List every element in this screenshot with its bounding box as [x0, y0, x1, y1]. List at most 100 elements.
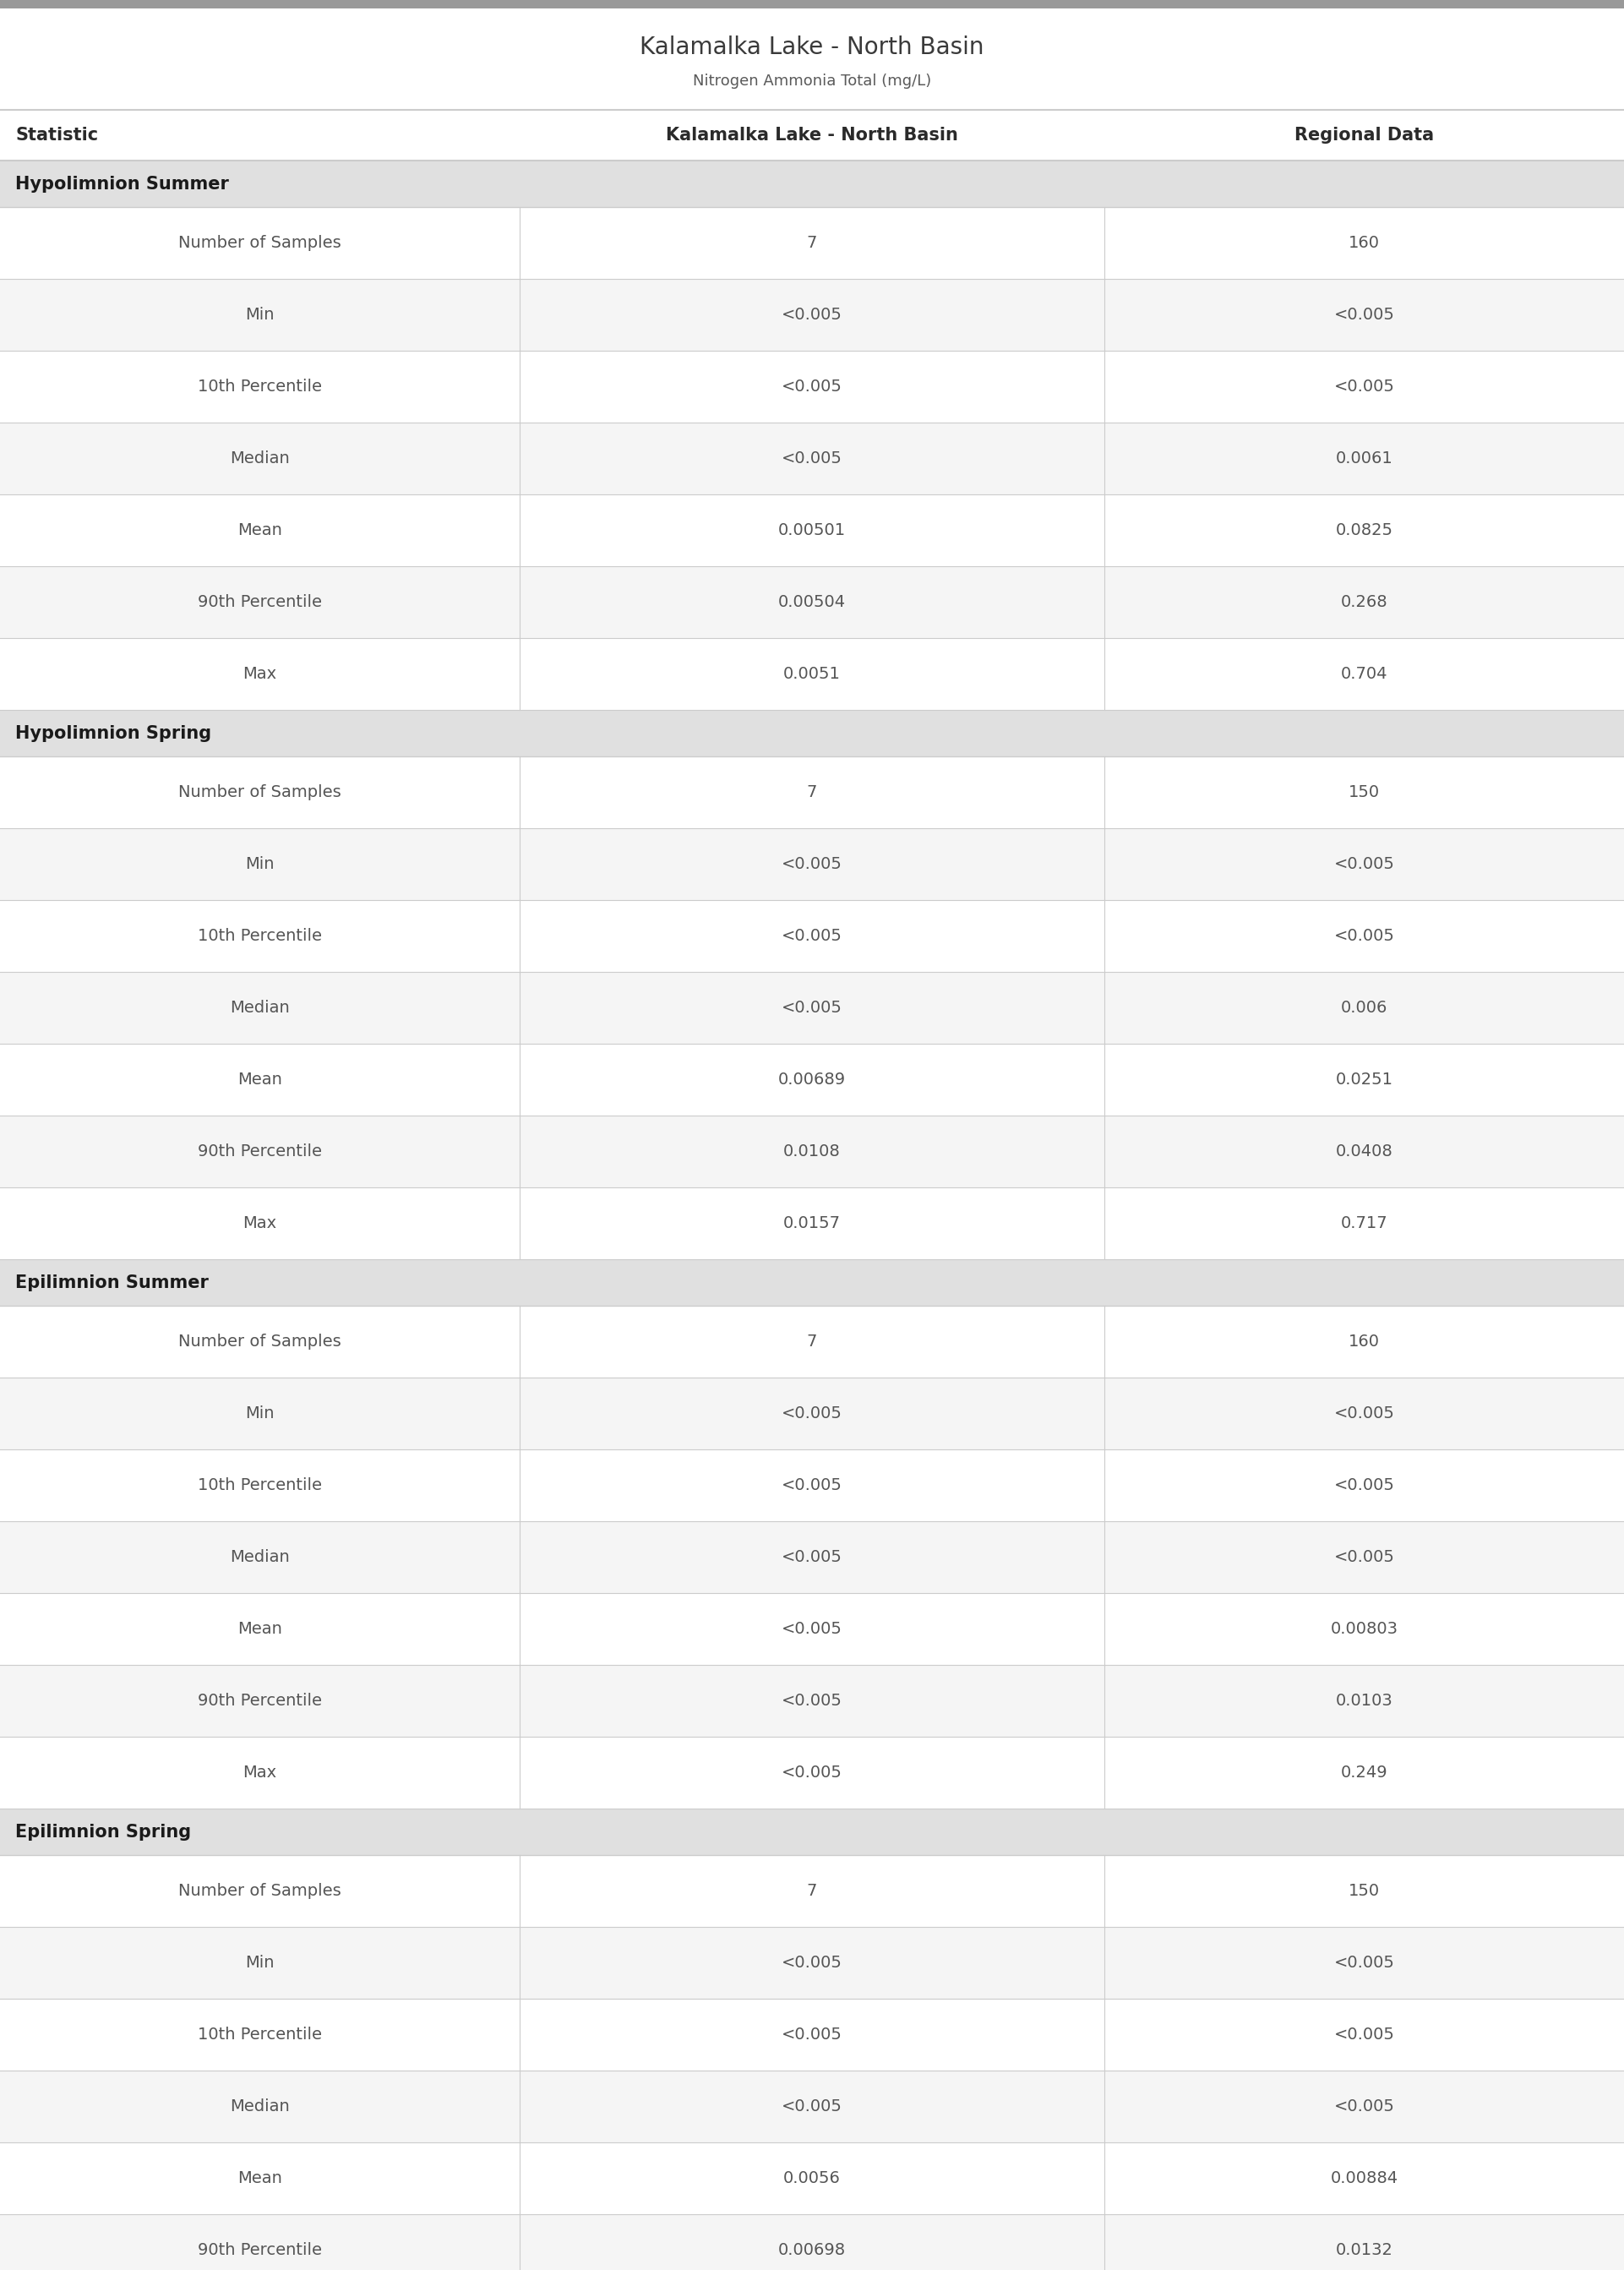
- Text: 7: 7: [807, 234, 817, 252]
- Text: 0.00501: 0.00501: [778, 522, 846, 538]
- Text: 0.249: 0.249: [1341, 1764, 1387, 1780]
- Text: Statistic: Statistic: [15, 127, 97, 143]
- Text: 0.00689: 0.00689: [778, 1071, 846, 1087]
- Text: Epilimnion Summer: Epilimnion Summer: [15, 1273, 208, 1292]
- Text: 10th Percentile: 10th Percentile: [198, 2027, 322, 2043]
- Bar: [0, 901, 1624, 972]
- Bar: [0, 1187, 1624, 1260]
- Text: 150: 150: [1348, 783, 1380, 801]
- Text: <0.005: <0.005: [1333, 1478, 1395, 1494]
- Text: Number of Samples: Number of Samples: [179, 234, 341, 252]
- Bar: [0, 352, 1624, 422]
- Bar: [0, 756, 1624, 829]
- Text: <0.005: <0.005: [781, 928, 843, 944]
- Text: 0.0157: 0.0157: [783, 1214, 841, 1230]
- Text: <0.005: <0.005: [1333, 1954, 1395, 1970]
- Bar: [0, 1448, 1624, 1521]
- Text: <0.005: <0.005: [781, 379, 843, 395]
- Text: Regional Data: Regional Data: [1294, 127, 1434, 143]
- Text: Hypolimnion Spring: Hypolimnion Spring: [15, 724, 211, 742]
- Text: Min: Min: [245, 1954, 274, 1970]
- Bar: [0, 495, 1624, 565]
- Text: <0.005: <0.005: [1333, 379, 1395, 395]
- Text: Median: Median: [231, 999, 289, 1017]
- Text: Max: Max: [244, 1764, 276, 1780]
- Text: 90th Percentile: 90th Percentile: [198, 1144, 322, 1160]
- Text: 0.00884: 0.00884: [1330, 2170, 1398, 2186]
- Text: 0.0825: 0.0825: [1335, 522, 1393, 538]
- Text: 0.717: 0.717: [1341, 1214, 1387, 1230]
- Text: <0.005: <0.005: [1333, 856, 1395, 872]
- Text: Epilimnion Spring: Epilimnion Spring: [15, 1823, 192, 1841]
- Text: Min: Min: [245, 1405, 274, 1421]
- Text: <0.005: <0.005: [781, 2097, 843, 2113]
- Bar: [0, 711, 1624, 756]
- Bar: [0, 972, 1624, 1044]
- Bar: [0, 1521, 1624, 1594]
- Text: 0.0051: 0.0051: [783, 665, 841, 681]
- Text: Max: Max: [244, 665, 276, 681]
- Text: <0.005: <0.005: [781, 1693, 843, 1709]
- Text: <0.005: <0.005: [781, 1954, 843, 1970]
- Text: 0.268: 0.268: [1341, 595, 1387, 611]
- Text: 0.00504: 0.00504: [778, 595, 846, 611]
- Bar: [0, 2070, 1624, 2143]
- Text: <0.005: <0.005: [781, 1405, 843, 1421]
- Bar: [0, 2213, 1624, 2270]
- Bar: [0, 1378, 1624, 1448]
- Text: Min: Min: [245, 306, 274, 322]
- Bar: [0, 1737, 1624, 1809]
- Text: Median: Median: [231, 2097, 289, 2113]
- Text: 0.00698: 0.00698: [778, 2243, 846, 2259]
- Text: 7: 7: [807, 783, 817, 801]
- Text: Max: Max: [244, 1214, 276, 1230]
- Text: <0.005: <0.005: [1333, 2097, 1395, 2113]
- Text: 0.0408: 0.0408: [1335, 1144, 1393, 1160]
- Bar: [0, 0, 1624, 9]
- Text: 160: 160: [1348, 1332, 1380, 1351]
- Bar: [0, 207, 1624, 279]
- Bar: [0, 1260, 1624, 1305]
- Bar: [0, 109, 1624, 161]
- Text: Hypolimnion Summer: Hypolimnion Summer: [15, 175, 229, 193]
- Text: Number of Samples: Number of Samples: [179, 783, 341, 801]
- Text: 10th Percentile: 10th Percentile: [198, 1478, 322, 1494]
- Bar: [0, 1927, 1624, 1998]
- Text: 0.00803: 0.00803: [1330, 1621, 1398, 1637]
- Text: <0.005: <0.005: [781, 1478, 843, 1494]
- Bar: [0, 1809, 1624, 1855]
- Bar: [0, 2143, 1624, 2213]
- Text: <0.005: <0.005: [1333, 928, 1395, 944]
- Bar: [0, 829, 1624, 901]
- Bar: [0, 1115, 1624, 1187]
- Text: <0.005: <0.005: [781, 1548, 843, 1566]
- Text: <0.005: <0.005: [781, 449, 843, 468]
- Text: 10th Percentile: 10th Percentile: [198, 379, 322, 395]
- Bar: [0, 279, 1624, 352]
- Bar: [0, 1594, 1624, 1664]
- Bar: [0, 9, 1624, 109]
- Text: 90th Percentile: 90th Percentile: [198, 595, 322, 611]
- Text: <0.005: <0.005: [1333, 2027, 1395, 2043]
- Text: 0.0251: 0.0251: [1335, 1071, 1393, 1087]
- Text: 0.0103: 0.0103: [1335, 1693, 1393, 1709]
- Text: Mean: Mean: [237, 522, 283, 538]
- Text: <0.005: <0.005: [781, 306, 843, 322]
- Text: 150: 150: [1348, 1882, 1380, 1900]
- Text: 7: 7: [807, 1332, 817, 1351]
- Bar: [0, 638, 1624, 711]
- Bar: [0, 1664, 1624, 1737]
- Text: 160: 160: [1348, 234, 1380, 252]
- Bar: [0, 565, 1624, 638]
- Text: Mean: Mean: [237, 2170, 283, 2186]
- Text: Min: Min: [245, 856, 274, 872]
- Text: <0.005: <0.005: [781, 1764, 843, 1780]
- Bar: [0, 422, 1624, 495]
- Text: 90th Percentile: 90th Percentile: [198, 1693, 322, 1709]
- Text: Mean: Mean: [237, 1071, 283, 1087]
- Text: 0.0132: 0.0132: [1335, 2243, 1393, 2259]
- Text: Number of Samples: Number of Samples: [179, 1332, 341, 1351]
- Text: Number of Samples: Number of Samples: [179, 1882, 341, 1900]
- Text: 10th Percentile: 10th Percentile: [198, 928, 322, 944]
- Text: <0.005: <0.005: [1333, 1548, 1395, 1566]
